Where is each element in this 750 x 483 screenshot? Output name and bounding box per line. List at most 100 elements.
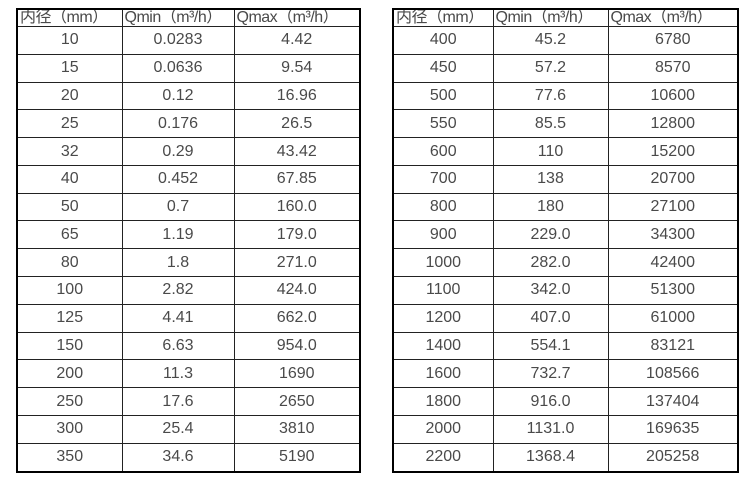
cell-qmax: 1690 bbox=[233, 359, 361, 389]
cell-diameter: 40 bbox=[16, 164, 123, 194]
cell-qmax: 27100 bbox=[607, 192, 739, 222]
cell-diameter: 800 bbox=[392, 192, 494, 222]
cell-diameter: 500 bbox=[392, 81, 494, 111]
cell-diameter: 80 bbox=[16, 248, 123, 278]
cell-diameter: 600 bbox=[392, 137, 494, 166]
table-row: 32 0.29 43.42 bbox=[16, 137, 361, 166]
cell-qmin: 34.6 bbox=[121, 442, 235, 473]
cell-qmin: 45.2 bbox=[492, 26, 609, 55]
table-row: 1800 916.0 137404 bbox=[392, 387, 739, 416]
cell-qmin: 1368.4 bbox=[492, 442, 609, 473]
cell-diameter: 700 bbox=[392, 164, 494, 194]
flow-spec-table-large-diameters: 内径（mm） Qmin（m³/h） Qmax（m³/h） 400 45.2 6780… bbox=[392, 8, 739, 473]
cell-diameter: 200 bbox=[16, 359, 123, 389]
cell-qmin: 732.7 bbox=[492, 359, 609, 389]
cell-qmin: 17.6 bbox=[121, 387, 235, 416]
cell-qmin: 916.0 bbox=[492, 387, 609, 416]
table-row: 2000 1131.0 169635 bbox=[392, 414, 739, 444]
cell-diameter: 900 bbox=[392, 220, 494, 250]
cell-qmin: 77.6 bbox=[492, 81, 609, 111]
cell-qmax: 83121 bbox=[607, 331, 739, 361]
flow-rate-tables: 内径（mm） Qmin（m³/h） Qmax（m³/h） 10 0.0283 4.4… bbox=[16, 8, 739, 473]
cell-diameter: 1400 bbox=[392, 331, 494, 361]
cell-diameter: 10 bbox=[16, 26, 123, 55]
cell-diameter: 350 bbox=[16, 442, 123, 473]
cell-qmax: 10600 bbox=[607, 81, 739, 111]
table-row: 100 2.82 424.0 bbox=[16, 276, 361, 305]
cell-qmin: 342.0 bbox=[492, 276, 609, 305]
cell-diameter: 65 bbox=[16, 220, 123, 250]
table-row: 900 229.0 34300 bbox=[392, 220, 739, 250]
cell-qmin: 57.2 bbox=[492, 53, 609, 83]
cell-qmin: 180 bbox=[492, 192, 609, 222]
table-row: 125 4.41 662.0 bbox=[16, 303, 361, 333]
table-body: 400 45.2 6780 450 57.2 8570 500 77.6 10600 550 85.… bbox=[392, 26, 739, 473]
table-row: 65 1.19 179.0 bbox=[16, 220, 361, 250]
header-qmax: Qmax（m³/h） bbox=[233, 8, 361, 27]
cell-diameter: 20 bbox=[16, 81, 123, 111]
table-row: 250 17.6 2650 bbox=[16, 387, 361, 416]
cell-qmin: 0.12 bbox=[121, 81, 235, 111]
table-row: 1400 554.1 83121 bbox=[392, 331, 739, 361]
cell-qmin: 6.63 bbox=[121, 331, 235, 361]
cell-qmin: 1.8 bbox=[121, 248, 235, 278]
cell-diameter: 1600 bbox=[392, 359, 494, 389]
table-row: 1100 342.0 51300 bbox=[392, 276, 739, 305]
table-row: 20 0.12 16.96 bbox=[16, 81, 361, 111]
table-header-row: 内径（mm） Qmin（m³/h） Qmax（m³/h） bbox=[392, 8, 739, 27]
cell-qmin: 1.19 bbox=[121, 220, 235, 250]
table-row: 1600 732.7 108566 bbox=[392, 359, 739, 389]
header-diameter: 内径（mm） bbox=[16, 8, 123, 27]
cell-qmax: 5190 bbox=[233, 442, 361, 473]
table-body: 10 0.0283 4.42 15 0.0636 9.54 20 0.12 16.96 25 0.1… bbox=[16, 26, 361, 473]
flow-spec-table-small-diameters: 内径（mm） Qmin（m³/h） Qmax（m³/h） 10 0.0283 4.4… bbox=[16, 8, 361, 473]
cell-qmin: 1131.0 bbox=[492, 414, 609, 444]
table-row: 200 11.3 1690 bbox=[16, 359, 361, 389]
cell-qmax: 26.5 bbox=[233, 109, 361, 139]
cell-qmin: 282.0 bbox=[492, 248, 609, 278]
cell-qmin: 85.5 bbox=[492, 109, 609, 139]
table-row: 40 0.452 67.85 bbox=[16, 164, 361, 194]
cell-qmax: 3810 bbox=[233, 414, 361, 444]
table-row: 700 138 20700 bbox=[392, 164, 739, 194]
cell-qmax: 51300 bbox=[607, 276, 739, 305]
header-qmin: Qmin（m³/h） bbox=[121, 8, 235, 27]
table-row: 50 0.7 160.0 bbox=[16, 192, 361, 222]
cell-qmin: 4.41 bbox=[121, 303, 235, 333]
table-row: 350 34.6 5190 bbox=[16, 442, 361, 473]
table-row: 25 0.176 26.5 bbox=[16, 109, 361, 139]
cell-diameter: 15 bbox=[16, 53, 123, 83]
table-row: 450 57.2 8570 bbox=[392, 53, 739, 83]
cell-qmax: 42400 bbox=[607, 248, 739, 278]
cell-qmin: 0.176 bbox=[121, 109, 235, 139]
cell-qmin: 11.3 bbox=[121, 359, 235, 389]
cell-qmax: 108566 bbox=[607, 359, 739, 389]
table-row: 150 6.63 954.0 bbox=[16, 331, 361, 361]
cell-qmax: 8570 bbox=[607, 53, 739, 83]
cell-qmax: 205258 bbox=[607, 442, 739, 473]
table-row: 550 85.5 12800 bbox=[392, 109, 739, 139]
table-row: 15 0.0636 9.54 bbox=[16, 53, 361, 83]
cell-qmax: 179.0 bbox=[233, 220, 361, 250]
cell-qmax: 662.0 bbox=[233, 303, 361, 333]
cell-qmin: 2.82 bbox=[121, 276, 235, 305]
cell-qmin: 229.0 bbox=[492, 220, 609, 250]
cell-qmax: 271.0 bbox=[233, 248, 361, 278]
cell-diameter: 1200 bbox=[392, 303, 494, 333]
cell-qmax: 169635 bbox=[607, 414, 739, 444]
cell-qmax: 12800 bbox=[607, 109, 739, 139]
cell-diameter: 450 bbox=[392, 53, 494, 83]
header-diameter: 内径（mm） bbox=[392, 8, 494, 27]
cell-qmax: 424.0 bbox=[233, 276, 361, 305]
cell-diameter: 1000 bbox=[392, 248, 494, 278]
cell-qmax: 137404 bbox=[607, 387, 739, 416]
table-header-row: 内径（mm） Qmin（m³/h） Qmax（m³/h） bbox=[16, 8, 361, 27]
table-row: 2200 1368.4 205258 bbox=[392, 442, 739, 473]
header-qmax: Qmax（m³/h） bbox=[607, 8, 739, 27]
cell-diameter: 400 bbox=[392, 26, 494, 55]
cell-qmax: 2650 bbox=[233, 387, 361, 416]
cell-qmax: 16.96 bbox=[233, 81, 361, 111]
cell-diameter: 250 bbox=[16, 387, 123, 416]
cell-diameter: 25 bbox=[16, 109, 123, 139]
cell-diameter: 125 bbox=[16, 303, 123, 333]
